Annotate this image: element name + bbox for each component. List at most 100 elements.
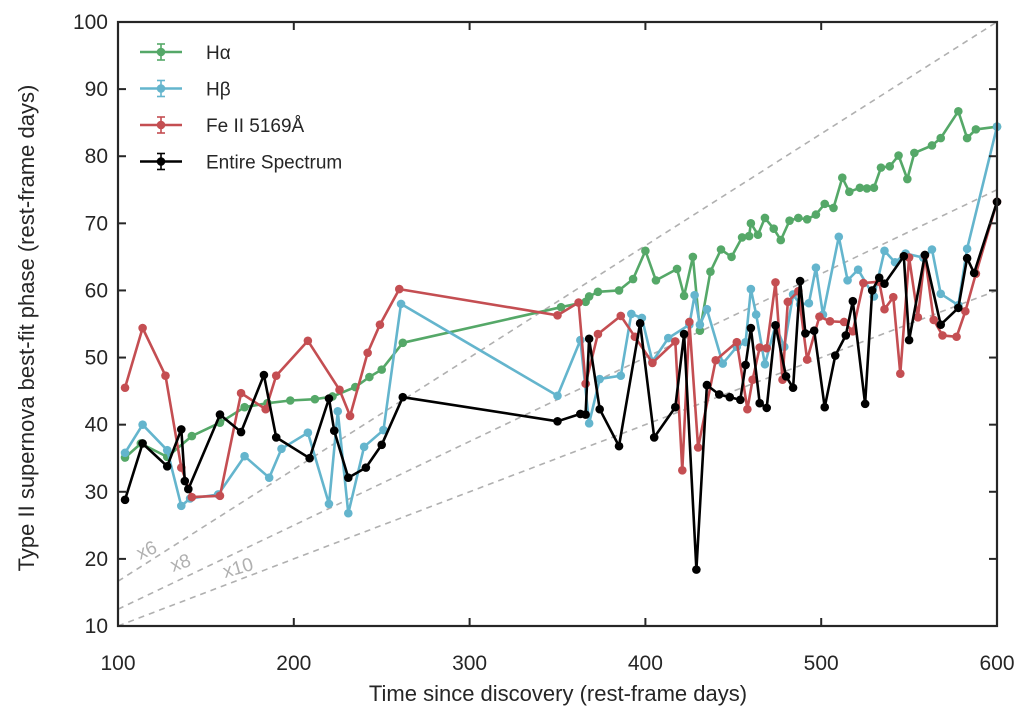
y-tick-label-70: 70 — [85, 212, 108, 235]
data-point-entire-spectrum-52 — [920, 250, 930, 260]
legend-marker — [156, 120, 166, 130]
data-point-h-33 — [760, 213, 770, 223]
data-point-fe-ii-5169-23 — [678, 466, 687, 475]
data-point-fe-ii-5169-37 — [815, 312, 824, 321]
data-point-h-42 — [834, 232, 844, 242]
data-point-fe-ii-5169-22 — [670, 337, 680, 346]
data-point-entire-spectrum-25 — [670, 402, 680, 412]
data-point-h-13 — [359, 442, 369, 452]
data-point-h-21 — [627, 309, 636, 319]
data-point-fe-ii-5169-47 — [913, 312, 923, 322]
y-tick-label-60: 60 — [85, 279, 108, 302]
legend-item-h: Hβ — [140, 80, 231, 101]
data-point-h-50 — [903, 174, 912, 184]
data-point-h-31 — [746, 219, 756, 228]
x-tick-label-600: 600 — [979, 652, 1014, 675]
data-point-h-8 — [277, 444, 286, 454]
data-point-h-39 — [811, 210, 821, 219]
data-point-h-16 — [553, 391, 562, 401]
x-axis-title: Time since discovery (rest-frame days) — [369, 681, 747, 706]
data-point-fe-ii-5169-24 — [685, 317, 694, 327]
data-point-fe-ii-5169-4 — [187, 492, 197, 502]
data-point-h-23 — [679, 291, 689, 301]
data-point-entire-spectrum-49 — [880, 279, 889, 289]
data-point-entire-spectrum-11 — [324, 394, 334, 403]
data-point-entire-spectrum-22 — [614, 441, 624, 451]
data-point-h-14 — [556, 302, 566, 312]
data-point-entire-spectrum-26 — [679, 329, 689, 339]
data-point-h-29 — [737, 233, 747, 242]
data-point-h-28 — [702, 304, 712, 314]
series-fe-ii-5169 — [120, 197, 1002, 502]
data-point-h-44 — [853, 265, 863, 274]
data-point-fe-ii-5169-52 — [961, 306, 970, 316]
y-tick-label-40: 40 — [85, 414, 108, 437]
legend-item-h: Hα — [140, 43, 231, 64]
data-point-h-41 — [829, 203, 838, 213]
data-point-fe-ii-5169-19 — [616, 311, 626, 321]
data-point-h-17 — [593, 287, 603, 297]
data-point-entire-spectrum-46 — [860, 399, 870, 409]
data-point-h-14 — [379, 425, 388, 435]
data-point-h-46 — [880, 246, 889, 256]
guide-label-x6: x6 — [133, 537, 160, 564]
data-point-entire-spectrum-16 — [398, 392, 408, 402]
data-point-entire-spectrum-29 — [714, 390, 724, 399]
data-point-fe-ii-5169-32 — [771, 278, 780, 287]
data-point-entire-spectrum-20 — [584, 334, 594, 344]
data-point-fe-ii-5169-44 — [888, 292, 898, 302]
data-point-entire-spectrum-15 — [377, 440, 387, 450]
series-h — [120, 122, 1002, 518]
data-point-entire-spectrum-36 — [771, 321, 780, 330]
data-point-h-10 — [324, 499, 334, 509]
data-point-h-53 — [962, 244, 972, 254]
data-point-fe-ii-5169-14 — [394, 284, 404, 294]
data-point-fe-ii-5169-39 — [839, 317, 849, 327]
data-point-fe-ii-5169-11 — [345, 411, 355, 421]
data-point-fe-ii-5169-49 — [929, 315, 939, 325]
data-point-h-18 — [614, 286, 624, 295]
data-point-h-3 — [187, 431, 197, 441]
series-line-entire-spectrum — [123, 201, 999, 571]
legend-label: Hβ — [206, 80, 231, 101]
data-point-entire-spectrum-35 — [762, 403, 772, 413]
guide-line-x10 — [117, 289, 998, 627]
data-point-fe-ii-5169-21 — [648, 358, 657, 368]
data-point-entire-spectrum-5 — [184, 484, 193, 494]
data-point-fe-ii-5169-9 — [303, 336, 313, 346]
data-point-fe-ii-5169-36 — [802, 355, 812, 364]
data-point-h-5 — [240, 402, 249, 412]
data-point-h-12 — [377, 365, 387, 374]
data-point-fe-ii-5169-31 — [762, 343, 772, 353]
data-point-fe-ii-5169-18 — [593, 329, 603, 339]
data-point-h-11 — [333, 406, 343, 416]
series-entire-spectrum — [120, 197, 1002, 574]
data-point-h-8 — [310, 394, 320, 404]
data-point-entire-spectrum-40 — [801, 329, 810, 338]
data-point-entire-spectrum-47 — [867, 286, 877, 295]
x-tick-label-500: 500 — [804, 652, 839, 675]
y-tick-label-30: 30 — [85, 481, 108, 504]
data-point-entire-spectrum-33 — [746, 323, 756, 333]
axes — [116, 20, 999, 628]
y-tick-label-20: 20 — [85, 548, 108, 571]
x-tick-label-100: 100 — [100, 652, 135, 675]
data-point-entire-spectrum-54 — [954, 303, 963, 313]
data-point-entire-spectrum-13 — [343, 473, 353, 482]
data-point-entire-spectrum-4 — [180, 476, 190, 486]
legend-marker — [156, 157, 166, 166]
data-point-h-0 — [120, 448, 130, 458]
data-point-entire-spectrum-7 — [236, 427, 246, 437]
data-point-fe-ii-5169-10 — [335, 385, 344, 395]
data-point-h-52 — [927, 141, 937, 150]
legend-item-fe-ii-5169: Fe II 5169Å — [140, 116, 305, 137]
data-point-fe-ii-5169-43 — [880, 304, 889, 314]
data-point-fe-ii-5169-16 — [574, 298, 583, 307]
data-point-h-49 — [894, 151, 903, 160]
data-point-entire-spectrum-42 — [820, 402, 830, 412]
data-point-h-12 — [343, 508, 353, 518]
data-point-entire-spectrum-1 — [138, 439, 147, 448]
legend-label: Hα — [206, 43, 231, 64]
data-point-entire-spectrum-48 — [874, 273, 884, 282]
